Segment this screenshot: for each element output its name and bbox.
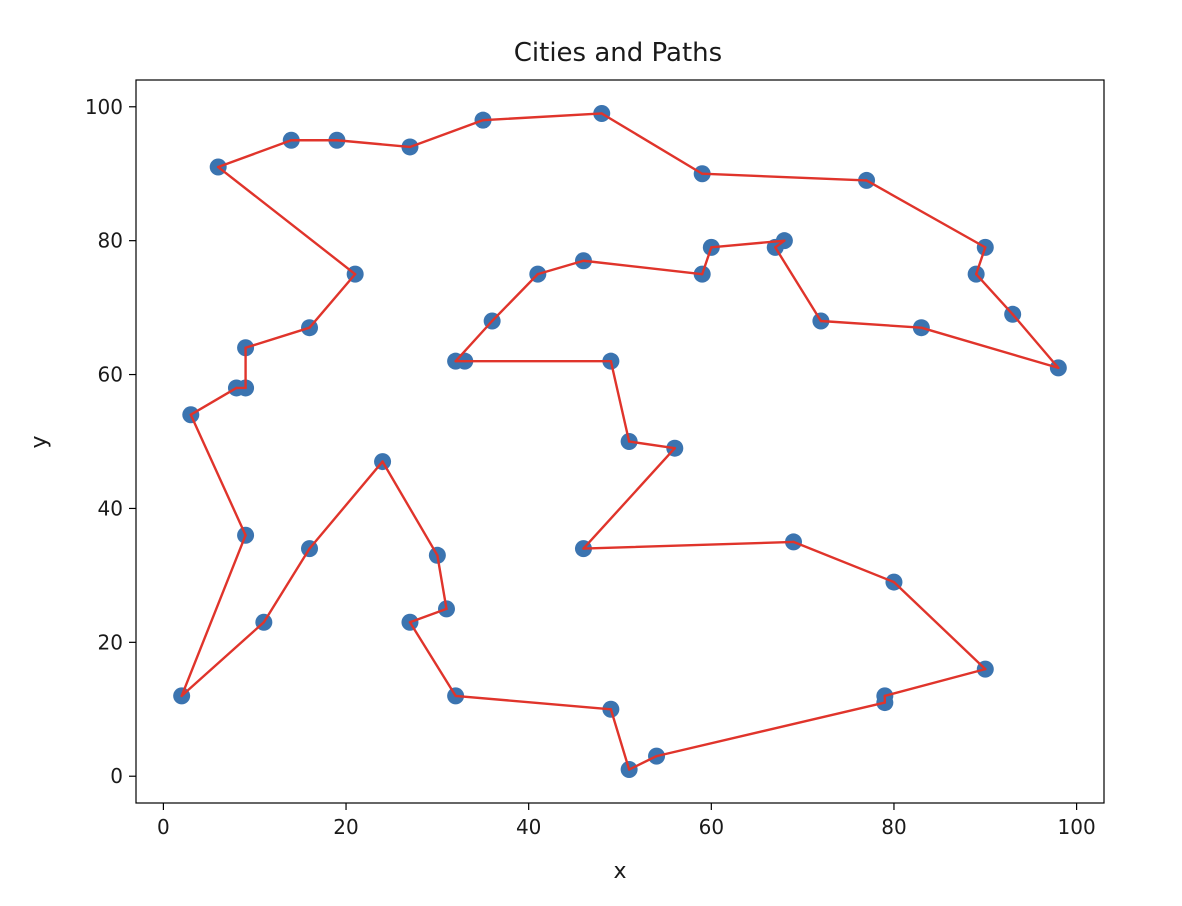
plot-area (173, 104, 1067, 779)
path-segment (408, 621, 457, 698)
path-segment (436, 554, 448, 611)
path-segment (819, 319, 923, 329)
path-segment (216, 139, 293, 169)
x-axis-ticks: 0 20 40 60 80 100 (157, 803, 1096, 839)
path-segment (655, 701, 887, 758)
path-segment (892, 580, 987, 671)
y-tick-label: 20 (98, 630, 123, 654)
path-segment (189, 413, 247, 537)
x-tick-label: 0 (157, 815, 170, 839)
x-tick-label: 100 (1058, 815, 1096, 839)
path-segment (180, 534, 247, 698)
y-axis-label: y (27, 435, 52, 448)
path-segment (490, 272, 540, 323)
path-segment (1011, 313, 1060, 370)
path-segment (381, 460, 439, 557)
x-tick-label: 20 (333, 815, 358, 839)
path-segment (408, 607, 448, 624)
path-segment (627, 440, 676, 450)
path-segment (454, 319, 494, 363)
chart-title: Cities and Paths (514, 38, 722, 68)
path-segment (600, 112, 704, 175)
x-tick-label: 40 (516, 815, 541, 839)
path-segment (189, 386, 238, 416)
path-segment (792, 540, 896, 584)
path-segment (865, 179, 987, 249)
x-axis-label: x (613, 859, 626, 884)
path-segment (883, 667, 987, 698)
y-tick-label: 40 (98, 496, 123, 520)
y-tick-label: 0 (110, 764, 123, 788)
y-tick-label: 100 (85, 95, 123, 119)
path-segment (710, 239, 786, 249)
path-segment (700, 246, 713, 276)
path-segment (408, 118, 485, 149)
path-segment (481, 112, 603, 122)
path-segment (609, 708, 631, 771)
path-segment (244, 326, 311, 349)
path-segment (536, 259, 585, 276)
path-segment (700, 172, 868, 182)
path-segment (308, 460, 384, 550)
path-segment (582, 446, 676, 550)
path-segment (308, 272, 357, 329)
path-segment (262, 547, 311, 624)
path-segment (609, 359, 631, 443)
path-segment (774, 246, 823, 323)
path-segment (920, 326, 1060, 370)
path-layer (180, 112, 1060, 771)
plot-frame (135, 79, 1105, 804)
y-tick-label: 80 (98, 229, 123, 253)
path-segment (335, 139, 412, 149)
path-segment (582, 259, 704, 276)
path-segment (454, 694, 613, 711)
x-tick-label: 60 (699, 815, 724, 839)
x-tick-label: 80 (881, 815, 906, 839)
y-axis-ticks: 0 20 40 60 80 100 (85, 95, 136, 788)
path-segment (627, 754, 658, 771)
y-tick-label: 60 (98, 363, 123, 387)
path-segment (216, 165, 357, 276)
path-segment (974, 272, 1014, 316)
path-segment (974, 246, 987, 276)
path-segment (582, 540, 795, 550)
path-segment (180, 621, 266, 698)
